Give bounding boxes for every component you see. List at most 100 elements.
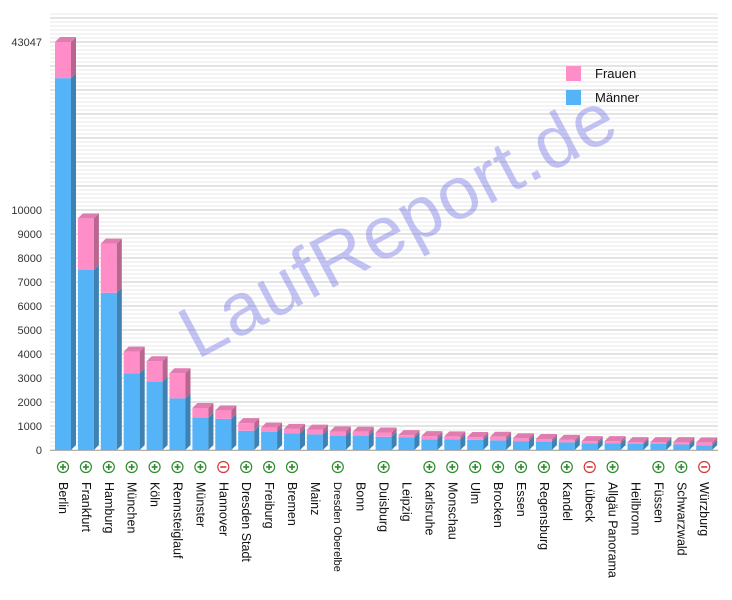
bar-frauen	[650, 442, 667, 444]
bar-maenner-side	[93, 265, 99, 450]
x-tick-label: Lübeck	[583, 482, 597, 523]
bar-maenner-side	[483, 434, 489, 450]
bar-maenner-side	[391, 431, 397, 450]
bar-top	[490, 431, 512, 437]
bar-top	[558, 434, 580, 440]
bar-frauen	[673, 442, 690, 445]
x-tick-label: Karlsruhe	[422, 482, 436, 536]
bar-maenner	[55, 78, 71, 451]
bar-frauen	[215, 410, 232, 419]
bar-top	[215, 405, 237, 411]
bar-frauen-side	[643, 437, 649, 444]
bar-maenner	[535, 441, 552, 450]
bar-frauen-side	[506, 431, 512, 441]
bar-top	[261, 422, 283, 428]
bar-maenner-side	[437, 434, 443, 450]
bar-top	[146, 356, 168, 362]
bar-maenner	[490, 440, 507, 450]
bar-frauen	[100, 243, 117, 293]
bar-maenner-side	[712, 440, 718, 450]
x-tick-label: Schwarzwald	[674, 482, 688, 556]
y-tick-label: 1000	[18, 421, 42, 433]
bar-frauen	[467, 437, 484, 440]
bar-maenner	[261, 432, 278, 450]
bar-maenner	[696, 445, 713, 450]
y-tick-label: 8000	[18, 253, 42, 265]
bar-frauen	[398, 435, 415, 438]
bar-maenner	[284, 433, 300, 450]
x-tick-label: Monschau	[445, 482, 459, 540]
bar-maenner-side	[185, 393, 191, 450]
y-tick-label: 2000	[18, 397, 42, 409]
bar-frauen	[329, 431, 346, 436]
bar-maenner	[673, 444, 690, 450]
bar-maenner-side	[322, 429, 328, 450]
bar-top	[192, 403, 214, 408]
bar-maenner-side	[231, 413, 237, 450]
bar-maenner	[467, 439, 484, 450]
bar-frauen	[55, 42, 71, 79]
y-tick-label: 4000	[18, 349, 42, 361]
bar-frauen	[696, 442, 713, 446]
bar-maenner-side	[620, 438, 626, 450]
x-tick-label: Brocken	[491, 482, 505, 528]
bar-top	[581, 436, 603, 442]
bar-maenner-side	[345, 430, 351, 450]
x-tick-label: Bremen	[285, 482, 299, 526]
bar-frauen-side	[483, 432, 489, 440]
bar-maenner-side	[277, 427, 283, 450]
x-tick-label: Füssen	[651, 482, 665, 523]
bar-maenner	[375, 436, 392, 450]
bar-maenner-side	[116, 287, 122, 450]
bar-frauen-side	[391, 427, 397, 437]
bar-frauen	[123, 351, 140, 374]
y-tick-label: 10000	[11, 205, 42, 217]
x-tick-label: Köln	[148, 482, 162, 507]
bar-frauen	[306, 429, 323, 435]
bar-frauen-side	[300, 423, 305, 434]
bar-frauen-side	[71, 37, 76, 79]
y-tick-label: 3000	[18, 373, 42, 385]
bar-frauen-side	[712, 437, 718, 446]
bar-frauen-side	[208, 403, 214, 418]
bar-top	[398, 430, 420, 436]
bar-frauen	[375, 432, 392, 437]
bar-frauen	[513, 438, 529, 442]
x-axis: Berlin Frankfurt Hamburg München Köln Rennste…	[56, 482, 711, 578]
bar-top	[696, 437, 718, 443]
x-tick-label: Bonn	[354, 482, 368, 511]
bar-frauen-side	[231, 405, 237, 419]
x-tick-label: München	[125, 482, 139, 533]
x-tick-label: Duisburg	[377, 482, 391, 532]
bar-frauen-side	[322, 424, 328, 435]
bar-top	[673, 437, 695, 443]
bar-maenner	[169, 398, 186, 450]
bar-maenner	[513, 441, 529, 450]
bar-maenner	[558, 442, 575, 450]
bar-maenner-side	[139, 368, 145, 450]
x-tick-label: Frankfurt	[79, 482, 93, 533]
bar-top	[513, 433, 534, 439]
bar-maenner	[215, 418, 232, 450]
x-tick-label: Regensburg	[537, 482, 551, 550]
bar-maenner-side	[71, 73, 76, 451]
bar-frauen	[421, 436, 438, 440]
bar-frauen-side	[345, 426, 351, 436]
bar-top	[123, 346, 145, 352]
bar-top	[627, 437, 649, 443]
bar-maenner-side	[460, 434, 466, 450]
bar-frauen	[169, 373, 186, 399]
bar-top	[284, 423, 305, 429]
x-tick-label: Würzburg	[697, 482, 711, 536]
bar-frauen-side	[116, 238, 122, 293]
y-tick-label: 7000	[18, 277, 42, 289]
bar-frauen-side	[254, 418, 260, 431]
bar-frauen-side	[185, 368, 191, 399]
trend-icons	[56, 460, 711, 474]
bar-top	[329, 426, 351, 432]
bar-maenner-side	[689, 439, 695, 450]
bar-maenner	[306, 434, 323, 450]
bar-maenner	[123, 373, 140, 450]
bar-frauen-side	[414, 430, 420, 438]
